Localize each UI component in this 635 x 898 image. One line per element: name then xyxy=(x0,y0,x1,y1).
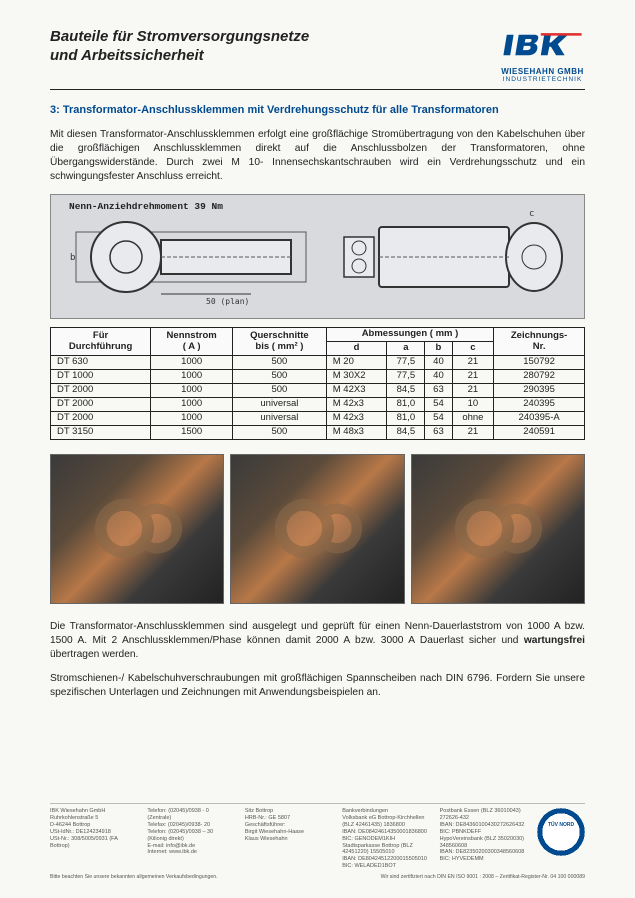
document-header: Bauteile für Stromversorgungsnetze und A… xyxy=(50,28,585,83)
tuv-nord-cert-icon xyxy=(537,808,585,856)
description-paragraph-2: Stromschienen-/ Kabelschuhverschraubunge… xyxy=(50,672,585,700)
svg-text:c: c xyxy=(529,209,534,219)
photo-gallery xyxy=(50,454,585,604)
footer-address: IBK Wiesehahn GmbHRuhrkohlenstraße 5D-46… xyxy=(50,808,135,870)
description-paragraph-1: Die Transformator-Anschlussklemmen sind … xyxy=(50,620,585,662)
svg-text:b: b xyxy=(70,253,75,263)
section-title: 3: Transformator-Anschlussklemmen mit Ve… xyxy=(50,104,585,116)
footer-registration: Sitz BottropHRB-Nr.: GE 5807Geschäftsfüh… xyxy=(245,808,330,870)
table-row: DT 20001000universalM 42x381,05410240395 xyxy=(51,397,585,411)
svg-text:50 (plan): 50 (plan) xyxy=(206,297,249,306)
document-footer: IBK Wiesehahn GmbHRuhrkohlenstraße 5D-46… xyxy=(50,803,585,880)
footer-bank-2: Postbank Essen (BLZ 36010043) 272626-432… xyxy=(440,808,525,870)
table-row: DT 20001000universalM 42x381,054ohne2403… xyxy=(51,411,585,425)
footer-cert-text: Wir sind zertifiziert nach DIN EN ISO 90… xyxy=(381,874,585,880)
title-line-1: Bauteile für Stromversorgungsnetze xyxy=(50,28,309,47)
footer-terms: Bitte beachten Sie unsere bekannten allg… xyxy=(50,874,218,880)
col-querschnitte: Querschnittebis ( mm² ) xyxy=(233,328,327,356)
logo-company-name: WIESEHAHN GMBH xyxy=(500,67,585,76)
logo-subtitle: INDUSTRIETECHNIK xyxy=(500,76,585,83)
table-row: DT 10001000500M 30X277,54021280792 xyxy=(51,370,585,384)
header-divider xyxy=(50,89,585,90)
company-logo: WIESEHAHN GMBH INDUSTRIETECHNIK xyxy=(500,28,585,83)
title-line-2: und Arbeitssicherheit xyxy=(50,47,309,66)
product-photo-1 xyxy=(50,454,224,604)
diagram-front-view-icon: 50 (plan) b xyxy=(66,202,316,312)
col-b: b xyxy=(425,342,452,356)
col-abmessungen: Abmessungen ( mm ) xyxy=(326,328,494,342)
footer-bank-1: BankverbindungenVolksbank eG Bottrop-Kir… xyxy=(342,808,427,870)
product-photo-3 xyxy=(411,454,585,604)
col-c: c xyxy=(452,342,494,356)
table-row: DT 6301000500M 2077,54021150792 xyxy=(51,356,585,370)
technical-diagram: Nenn-Anziehdrehmoment 39 Nm 50 (plan) b … xyxy=(50,194,585,319)
specifications-table: FürDurchführung Nennstrom( A ) Querschni… xyxy=(50,327,585,439)
col-durchfuehrung: FürDurchführung xyxy=(51,328,151,356)
intro-paragraph: Mit diesen Transformator-Anschlussklemme… xyxy=(50,128,585,184)
header-title: Bauteile für Stromversorgungsnetze und A… xyxy=(50,28,309,66)
diagram-side-view-icon: c xyxy=(339,202,569,312)
ibk-logo-icon xyxy=(500,28,585,62)
col-a: a xyxy=(387,342,425,356)
table-row: DT 20001000500M 42X384,56321290395 xyxy=(51,384,585,398)
col-nennstrom: Nennstrom( A ) xyxy=(151,328,233,356)
table-row: DT 31501500500M 48x384,56321240591 xyxy=(51,425,585,439)
col-zeichnung: Zeichnungs-Nr. xyxy=(494,328,585,356)
product-photo-2 xyxy=(230,454,404,604)
col-d: d xyxy=(326,342,387,356)
footer-contact: Telefon: (02045)/0938 - 0 (Zentrale)Tele… xyxy=(147,808,232,870)
diagram-torque-label: Nenn-Anziehdrehmoment 39 Nm xyxy=(69,201,223,212)
